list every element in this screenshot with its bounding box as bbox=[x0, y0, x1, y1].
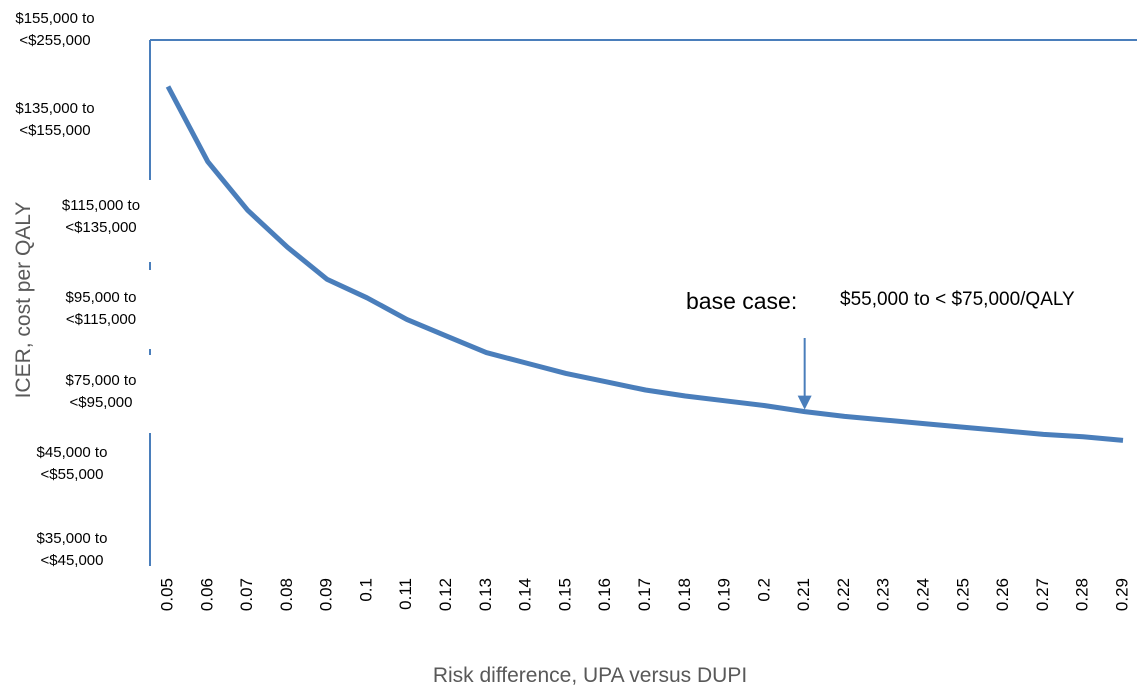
annotation-arrowhead bbox=[797, 395, 812, 410]
x-tick-label: 0.19 bbox=[715, 578, 734, 611]
annotation-label: base case: bbox=[686, 288, 797, 314]
x-tick-label: 0.06 bbox=[197, 578, 216, 611]
y-tick-label: $155,000 to <$255,000 bbox=[15, 10, 94, 49]
y-tick-label: $115,000 to <$135,000 bbox=[62, 197, 140, 236]
x-tick-label: 0.21 bbox=[794, 578, 813, 611]
x-tick-label: 0.25 bbox=[953, 578, 972, 611]
x-tick-label: 0.08 bbox=[277, 578, 296, 611]
x-tick-label: 0.12 bbox=[436, 578, 455, 611]
x-tick-label: 0.23 bbox=[874, 578, 893, 611]
x-tick-label: 0.22 bbox=[834, 578, 853, 611]
x-tick-label: 0.18 bbox=[675, 578, 694, 611]
annotation-text: $55,000 to < $75,000/QALY bbox=[840, 289, 1075, 310]
x-tick-label: 0.29 bbox=[1112, 578, 1131, 611]
x-tick-label: 0.16 bbox=[595, 578, 614, 611]
y-axis-title: ICER, cost per QALY bbox=[12, 202, 35, 399]
y-tick-label: $35,000 to <$45,000 bbox=[37, 530, 108, 569]
y-tick-label: $135,000 to <$155,000 bbox=[15, 100, 94, 139]
x-tick-label: 0.2 bbox=[754, 578, 773, 602]
x-tick-label: 0.13 bbox=[476, 578, 495, 611]
x-tick-label: 0.05 bbox=[157, 578, 176, 611]
x-tick-label: 0.07 bbox=[237, 578, 256, 611]
x-tick-label: 0.17 bbox=[635, 578, 654, 611]
x-tick-label: 0.26 bbox=[993, 578, 1012, 611]
x-tick-label: 0.11 bbox=[396, 578, 415, 610]
x-tick-label: 0.1 bbox=[356, 578, 375, 602]
y-tick-label: $75,000 to <$95,000 bbox=[66, 372, 137, 411]
x-tick-label: 0.27 bbox=[1033, 578, 1052, 611]
x-tick-label: 0.14 bbox=[516, 578, 535, 611]
x-tick-label: 0.09 bbox=[317, 578, 336, 611]
x-tick-label: 0.24 bbox=[914, 578, 933, 611]
x-axis-title: Risk difference, UPA versus DUPI bbox=[433, 664, 747, 687]
x-tick-label: 0.15 bbox=[555, 578, 574, 611]
y-tick-label: $45,000 to <$55,000 bbox=[37, 444, 108, 483]
y-tick-label: $95,000 to <$115,000 bbox=[66, 289, 137, 328]
x-tick-label: 0.28 bbox=[1073, 578, 1092, 611]
line bbox=[165, 85, 1124, 443]
